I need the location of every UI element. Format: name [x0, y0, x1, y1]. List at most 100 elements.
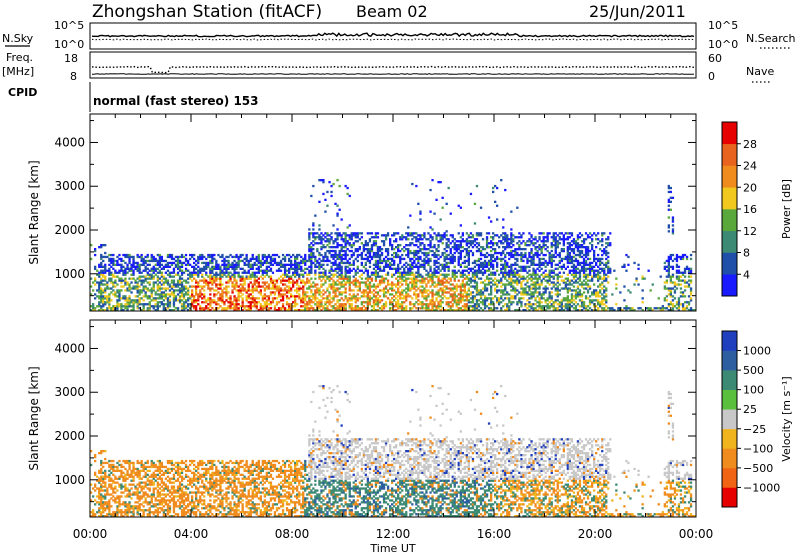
heatmap-cell — [348, 194, 351, 198]
heatmap-cell — [336, 228, 339, 231]
heatmap-cell — [546, 297, 549, 300]
heatmap-cell — [364, 242, 367, 245]
heatmap-cell — [492, 255, 495, 259]
heatmap-cell — [283, 263, 287, 266]
heatmap-cell — [540, 273, 543, 276]
heatmap-cell — [336, 244, 339, 247]
heatmap-cell — [483, 253, 487, 257]
heatmap-cell — [330, 190, 333, 194]
heatmap-cell — [271, 271, 275, 274]
heatmap-cell — [479, 232, 483, 235]
heatmap-cell — [417, 303, 420, 306]
heatmap-cell — [259, 289, 262, 292]
heatmap-cell — [542, 261, 545, 265]
heatmap-cell — [273, 253, 277, 257]
heatmap-cell — [425, 309, 428, 312]
heatmap-cell — [281, 265, 285, 268]
heatmap-cell — [180, 291, 184, 294]
heatmap-cell — [395, 240, 398, 243]
heatmap-cell — [94, 283, 97, 286]
heatmap-cell — [429, 269, 432, 272]
heatmap-cell — [516, 293, 519, 296]
heatmap-cell — [322, 257, 325, 261]
heatmap-cell — [225, 295, 228, 298]
heatmap-cell — [485, 283, 489, 286]
heatmap-cell — [473, 281, 477, 284]
heatmap-cell — [146, 259, 149, 263]
heatmap-cell — [580, 240, 584, 243]
heatmap-cell — [138, 301, 141, 304]
heatmap-cell — [524, 291, 527, 294]
heatmap-cell — [182, 255, 186, 259]
heatmap-cell — [540, 251, 543, 255]
heatmap-cell — [176, 289, 180, 292]
heatmap-cell — [352, 307, 355, 310]
heatmap-cell — [540, 263, 543, 266]
heatmap-cell — [283, 307, 287, 310]
heatmap-cell — [433, 285, 436, 288]
heatmap-cell — [164, 263, 167, 266]
heatmap-cell — [443, 251, 446, 255]
heatmap-cell — [180, 283, 184, 286]
heatmap-cell — [136, 303, 139, 306]
heatmap-cell — [516, 279, 519, 282]
heatmap-cell — [524, 287, 527, 290]
heatmap-cell — [102, 255, 105, 259]
heatmap-cell — [542, 307, 545, 310]
heatmap-cell — [140, 289, 143, 292]
heatmap-cell — [267, 299, 271, 302]
heatmap-cell — [108, 297, 111, 300]
heatmap-cell — [302, 287, 305, 290]
heatmap-cell — [566, 305, 569, 308]
heatmap-cell — [229, 295, 232, 298]
heatmap-cell — [591, 301, 594, 304]
heatmap-cell — [425, 307, 428, 310]
heatmap-cell — [441, 265, 444, 268]
heatmap-cell — [285, 301, 289, 304]
heatmap-cell — [580, 293, 584, 296]
heatmap-cell — [586, 267, 590, 270]
heatmap-cell — [437, 281, 440, 284]
heatmap-cell — [481, 309, 485, 312]
heatmap-cell — [130, 301, 133, 304]
heatmap-cell — [154, 305, 157, 308]
heatmap-cell — [354, 236, 357, 239]
heatmap-cell — [215, 275, 218, 278]
heatmap-cell — [382, 265, 386, 268]
heatmap-cell — [459, 271, 462, 274]
heatmap-cell — [564, 299, 567, 302]
heatmap-cell — [233, 309, 236, 312]
heatmap-cell — [504, 255, 507, 259]
heatmap-cell — [435, 283, 438, 286]
heatmap-cell — [178, 295, 182, 298]
heatmap-cell — [568, 261, 571, 265]
heatmap-cell — [150, 295, 153, 298]
heatmap-cell — [445, 291, 448, 294]
heatmap-cell — [156, 277, 159, 280]
heatmap-cell — [255, 267, 258, 270]
heatmap-cell — [473, 297, 477, 300]
heatmap-cell — [108, 287, 111, 290]
heatmap-cell — [580, 301, 584, 304]
heatmap-cell — [247, 293, 250, 296]
heatmap-cell — [180, 269, 184, 272]
heatmap-cell — [148, 301, 151, 304]
heatmap-cell — [423, 307, 426, 310]
heatmap-cell — [548, 275, 551, 278]
heatmap-cell — [399, 267, 402, 270]
heatmap-cell — [597, 299, 600, 302]
heatmap-cell — [591, 275, 594, 278]
heatmap-cell — [279, 259, 283, 263]
heatmap-cell — [360, 291, 363, 294]
heatmap-cell — [560, 232, 563, 235]
heatmap-cell — [354, 301, 357, 304]
heatmap-cell — [352, 251, 355, 255]
heatmap-cell — [158, 259, 161, 263]
heatmap-cell — [211, 281, 214, 284]
heatmap-cell — [485, 265, 489, 268]
heatmap-cell — [366, 277, 369, 280]
heatmap-cell — [591, 291, 594, 294]
heatmap-cell — [235, 297, 238, 300]
nsearch-series — [91, 38, 695, 41]
heatmap-cell — [469, 291, 473, 294]
